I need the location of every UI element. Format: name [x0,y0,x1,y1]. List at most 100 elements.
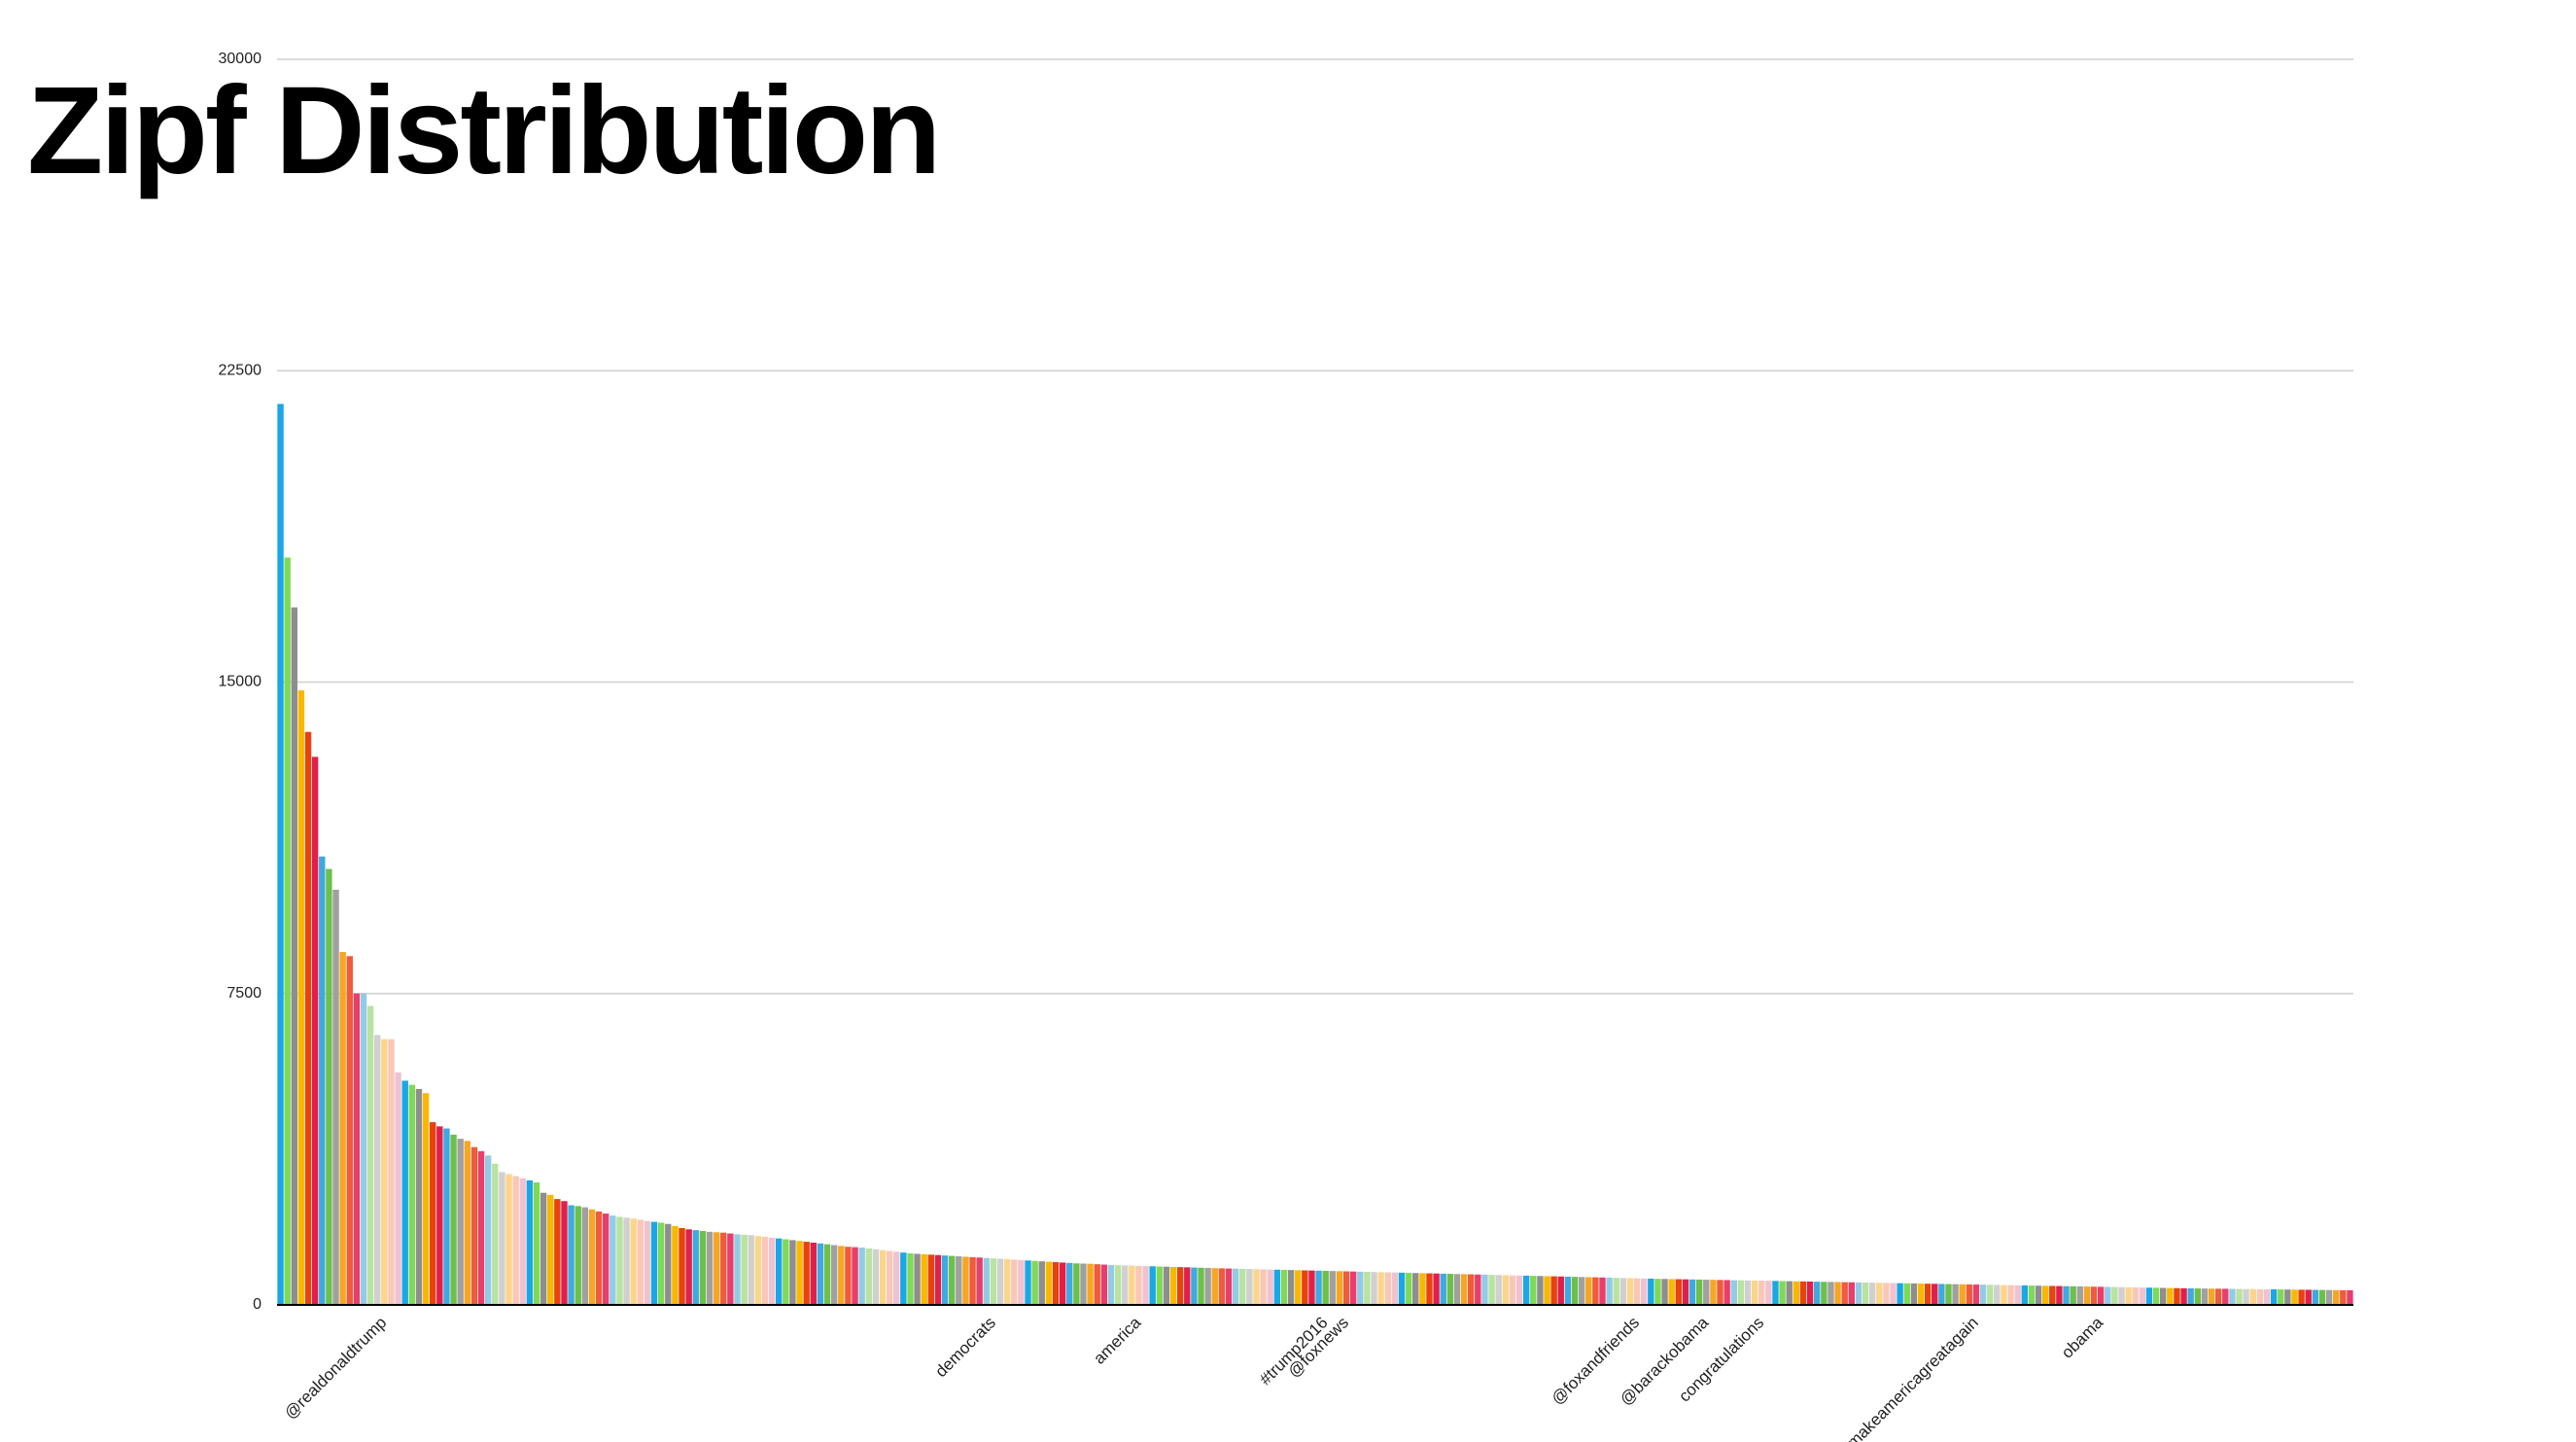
bar [609,1215,616,1305]
bar [1695,1279,1703,1305]
bar [2111,1286,2118,1305]
bar [2291,1289,2298,1305]
bar [1994,1284,2001,1305]
bar [962,1256,969,1305]
bar [650,1221,658,1305]
bar [1952,1284,1959,1305]
y-tick-label: 0 [253,1296,261,1313]
bar [1751,1280,1758,1305]
bar [699,1230,707,1305]
bar [1668,1279,1675,1305]
bar [1619,1278,1627,1305]
bar [1633,1278,1641,1305]
bar [2318,1289,2326,1305]
y-tick-label: 22500 [219,362,262,378]
bar [1883,1283,1890,1305]
bar [1703,1280,1710,1305]
bar [1758,1281,1765,1305]
bar [616,1216,623,1305]
bar [1730,1280,1737,1305]
bar [830,1245,838,1305]
bar [637,1219,644,1305]
bar [1349,1271,1357,1305]
bar [796,1241,803,1305]
bar [2312,1289,2319,1305]
bar [499,1172,505,1305]
bar [581,1207,589,1305]
bar [1059,1262,1066,1305]
bar [277,404,284,1305]
bar [1253,1269,1260,1305]
bar [1772,1281,1779,1305]
bar [1821,1282,1828,1305]
bar [1599,1277,1606,1305]
bar [2063,1285,2070,1305]
bar [1163,1266,1170,1305]
bar [1225,1268,1233,1305]
bar [339,952,346,1305]
bar [2118,1286,2125,1305]
bar [1502,1275,1510,1305]
bar [748,1235,754,1305]
bar [547,1194,554,1305]
bar [990,1258,997,1305]
bar [1357,1271,1364,1305]
bar [983,1257,991,1305]
bar [319,856,326,1305]
bar [1876,1283,1883,1305]
bar [672,1225,679,1305]
y-tick-label: 30000 [219,51,262,67]
bar [1273,1269,1281,1305]
bar [1848,1282,1856,1305]
bar [1972,1284,1980,1305]
bar [1204,1267,1211,1305]
bar [1198,1267,1204,1305]
bar [1481,1274,1488,1305]
bar [1011,1259,1018,1305]
bar [2007,1284,2014,1305]
bar [1786,1281,1793,1305]
bar [921,1253,927,1305]
bar [1868,1283,1876,1305]
bar [927,1254,935,1305]
bar [450,1134,457,1305]
bar [360,993,367,1305]
bar [484,1155,492,1305]
bar [1294,1270,1302,1305]
bar [2021,1284,2029,1305]
bar [1453,1274,1461,1305]
bar [1169,1266,1177,1305]
bar [332,890,339,1305]
bar [803,1242,810,1305]
bar [1571,1277,1579,1305]
bar [1176,1267,1184,1305]
bar [1675,1279,1683,1305]
bar [408,1084,416,1305]
bar [644,1220,651,1305]
bar [1986,1284,1994,1305]
bar [865,1248,872,1305]
bar [720,1232,727,1305]
bar [2284,1289,2291,1305]
y-tick-label: 7500 [226,985,261,1002]
bar [477,1151,485,1305]
bar [1932,1284,1938,1305]
bar [1475,1274,1481,1305]
bar [602,1213,609,1305]
bar [1710,1280,1717,1305]
bar [1626,1278,1634,1305]
bar [1073,1263,1080,1305]
bar [2049,1285,2056,1305]
bar [2340,1289,2347,1305]
bar [1522,1275,1530,1305]
bar [326,868,332,1305]
bar [1592,1277,1599,1305]
bar [1903,1283,1910,1305]
bar [1371,1272,1377,1305]
bar [1654,1279,1661,1305]
bar [1799,1281,1807,1305]
bar [1945,1284,1952,1305]
bar [1433,1273,1440,1305]
bar [492,1163,499,1305]
bar [2187,1288,2194,1305]
